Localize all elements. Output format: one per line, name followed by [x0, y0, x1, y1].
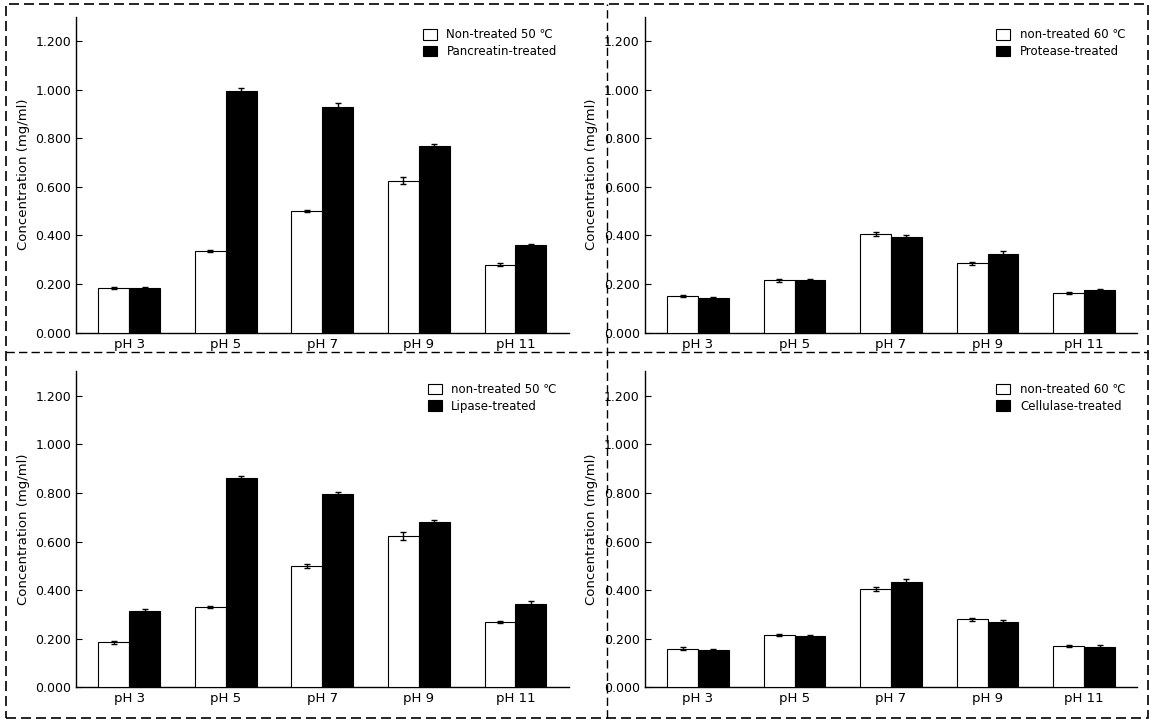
Y-axis label: Concentration (mg/ml): Concentration (mg/ml): [585, 453, 598, 605]
Bar: [419, 146, 450, 333]
Bar: [485, 622, 516, 687]
Bar: [860, 589, 891, 687]
Bar: [292, 211, 322, 333]
Bar: [226, 91, 256, 333]
Bar: [795, 636, 825, 687]
Bar: [891, 237, 922, 333]
Bar: [516, 604, 546, 687]
Bar: [988, 622, 1019, 687]
Bar: [667, 296, 698, 333]
Bar: [322, 494, 353, 687]
Bar: [129, 288, 160, 333]
Bar: [129, 611, 160, 687]
Legend: non-treated 60 ℃, Cellulase-treated: non-treated 60 ℃, Cellulase-treated: [990, 378, 1131, 419]
Bar: [698, 650, 729, 687]
Bar: [891, 582, 922, 687]
Bar: [98, 288, 129, 333]
Legend: non-treated 50 ℃, Lipase-treated: non-treated 50 ℃, Lipase-treated: [422, 378, 563, 419]
Bar: [388, 536, 419, 687]
Bar: [292, 566, 322, 687]
Bar: [226, 479, 256, 687]
Legend: non-treated 60 ℃, Protease-treated: non-treated 60 ℃, Protease-treated: [990, 22, 1131, 64]
Y-axis label: Concentration (mg/ml): Concentration (mg/ml): [16, 453, 30, 605]
Bar: [388, 180, 419, 333]
Bar: [98, 643, 129, 687]
Bar: [764, 280, 795, 333]
Bar: [764, 635, 795, 687]
Y-axis label: Concentration (mg/ml): Concentration (mg/ml): [16, 99, 30, 251]
Bar: [485, 265, 516, 333]
Bar: [1054, 293, 1084, 333]
Bar: [988, 253, 1019, 333]
Bar: [419, 522, 450, 687]
Bar: [195, 251, 226, 333]
Bar: [195, 607, 226, 687]
Bar: [860, 234, 891, 333]
Legend: Non-treated 50 ℃, Pancreatin-treated: Non-treated 50 ℃, Pancreatin-treated: [417, 22, 563, 64]
Y-axis label: Concentration (mg/ml): Concentration (mg/ml): [585, 99, 598, 251]
Bar: [957, 619, 988, 687]
Bar: [795, 279, 825, 333]
Bar: [1084, 647, 1115, 687]
Bar: [667, 648, 698, 687]
Bar: [698, 298, 729, 333]
Bar: [516, 245, 546, 333]
Bar: [322, 107, 353, 333]
Bar: [1084, 290, 1115, 333]
Bar: [957, 264, 988, 333]
Bar: [1054, 646, 1084, 687]
